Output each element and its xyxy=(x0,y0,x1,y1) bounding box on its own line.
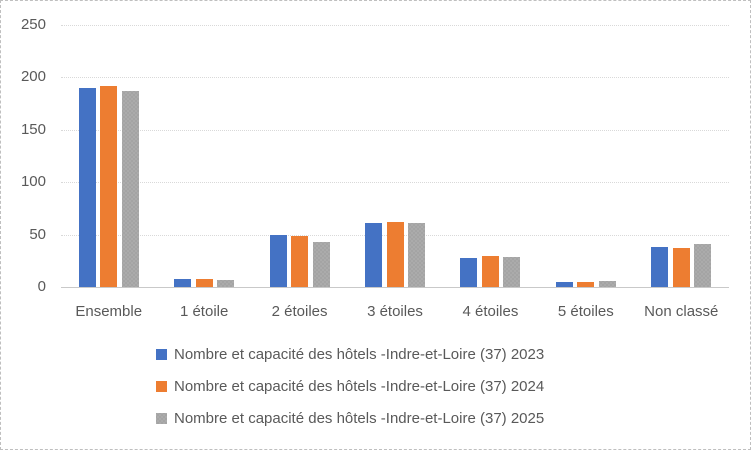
category-label-7: Non classé xyxy=(644,303,719,320)
bar-series3-7 xyxy=(694,243,712,287)
bar-series3-6 xyxy=(598,280,616,287)
bar-series2-5 xyxy=(481,255,499,287)
bar-series3-4 xyxy=(408,222,425,287)
legend-item-3: Nombre et capacité des hôtels -Indre-et-… xyxy=(156,409,544,428)
bar-series2-4 xyxy=(386,221,404,287)
legend-swatch-icon xyxy=(156,349,167,360)
bar-series3-5 xyxy=(503,256,521,287)
y-tick-label-0: 0 xyxy=(37,278,46,295)
bar-series3-2 xyxy=(217,279,235,287)
bar-series2-1 xyxy=(100,86,118,287)
gridline-250 xyxy=(61,24,729,26)
bar-series2-2 xyxy=(195,278,213,287)
bar-series1-7 xyxy=(651,247,669,287)
legend-swatch-icon xyxy=(156,413,167,424)
legend-label-1: Nombre et capacité des hôtels -Indre-et-… xyxy=(174,346,545,363)
legend-item-2: Nombre et capacité des hôtels -Indre-et-… xyxy=(156,377,544,396)
y-tick-label-100: 100 xyxy=(20,173,46,190)
legend-label-2: Nombre et capacité des hôtels -Indre-et-… xyxy=(174,378,545,395)
bar-series1-5 xyxy=(460,257,478,287)
legend-label-3: Nombre et capacité des hôtels -Indre-et-… xyxy=(174,410,545,427)
x-axis-line xyxy=(61,287,729,288)
category-label-3: 2 étoiles xyxy=(271,303,328,320)
legend-item-1: Nombre et capacité des hôtels -Indre-et-… xyxy=(156,345,544,364)
y-tick-label-150: 150 xyxy=(20,120,46,138)
gridline-200 xyxy=(61,77,729,78)
category-label-4: 3 étoiles xyxy=(367,303,423,320)
bar-series2-3 xyxy=(291,235,309,287)
bar-series2-6 xyxy=(577,281,595,287)
legend: Nombre et capacité des hôtels -Indre-et-… xyxy=(156,345,544,428)
category-label-2: 1 étoile xyxy=(179,303,229,320)
y-tick-label-250: 250 xyxy=(20,15,46,33)
bar-series1-1 xyxy=(78,87,96,287)
legend-swatch-icon xyxy=(156,381,167,392)
bar-series2-7 xyxy=(672,248,690,287)
category-label-1: Ensemble xyxy=(75,303,143,320)
gridline-100 xyxy=(61,182,729,183)
category-label-6: 5 étoiles xyxy=(557,303,614,320)
bar-series1-2 xyxy=(174,278,192,287)
y-tick-label-50: 50 xyxy=(29,225,46,243)
bar-series3-3 xyxy=(312,241,330,287)
bar-series1-3 xyxy=(269,234,287,287)
bar-series1-6 xyxy=(555,281,573,287)
bar-series1-4 xyxy=(365,222,382,287)
y-tick-label-200: 200 xyxy=(20,68,46,85)
gridline-150 xyxy=(61,129,729,131)
bar-series3-1 xyxy=(121,90,139,287)
category-label-5: 4 étoiles xyxy=(462,303,519,320)
